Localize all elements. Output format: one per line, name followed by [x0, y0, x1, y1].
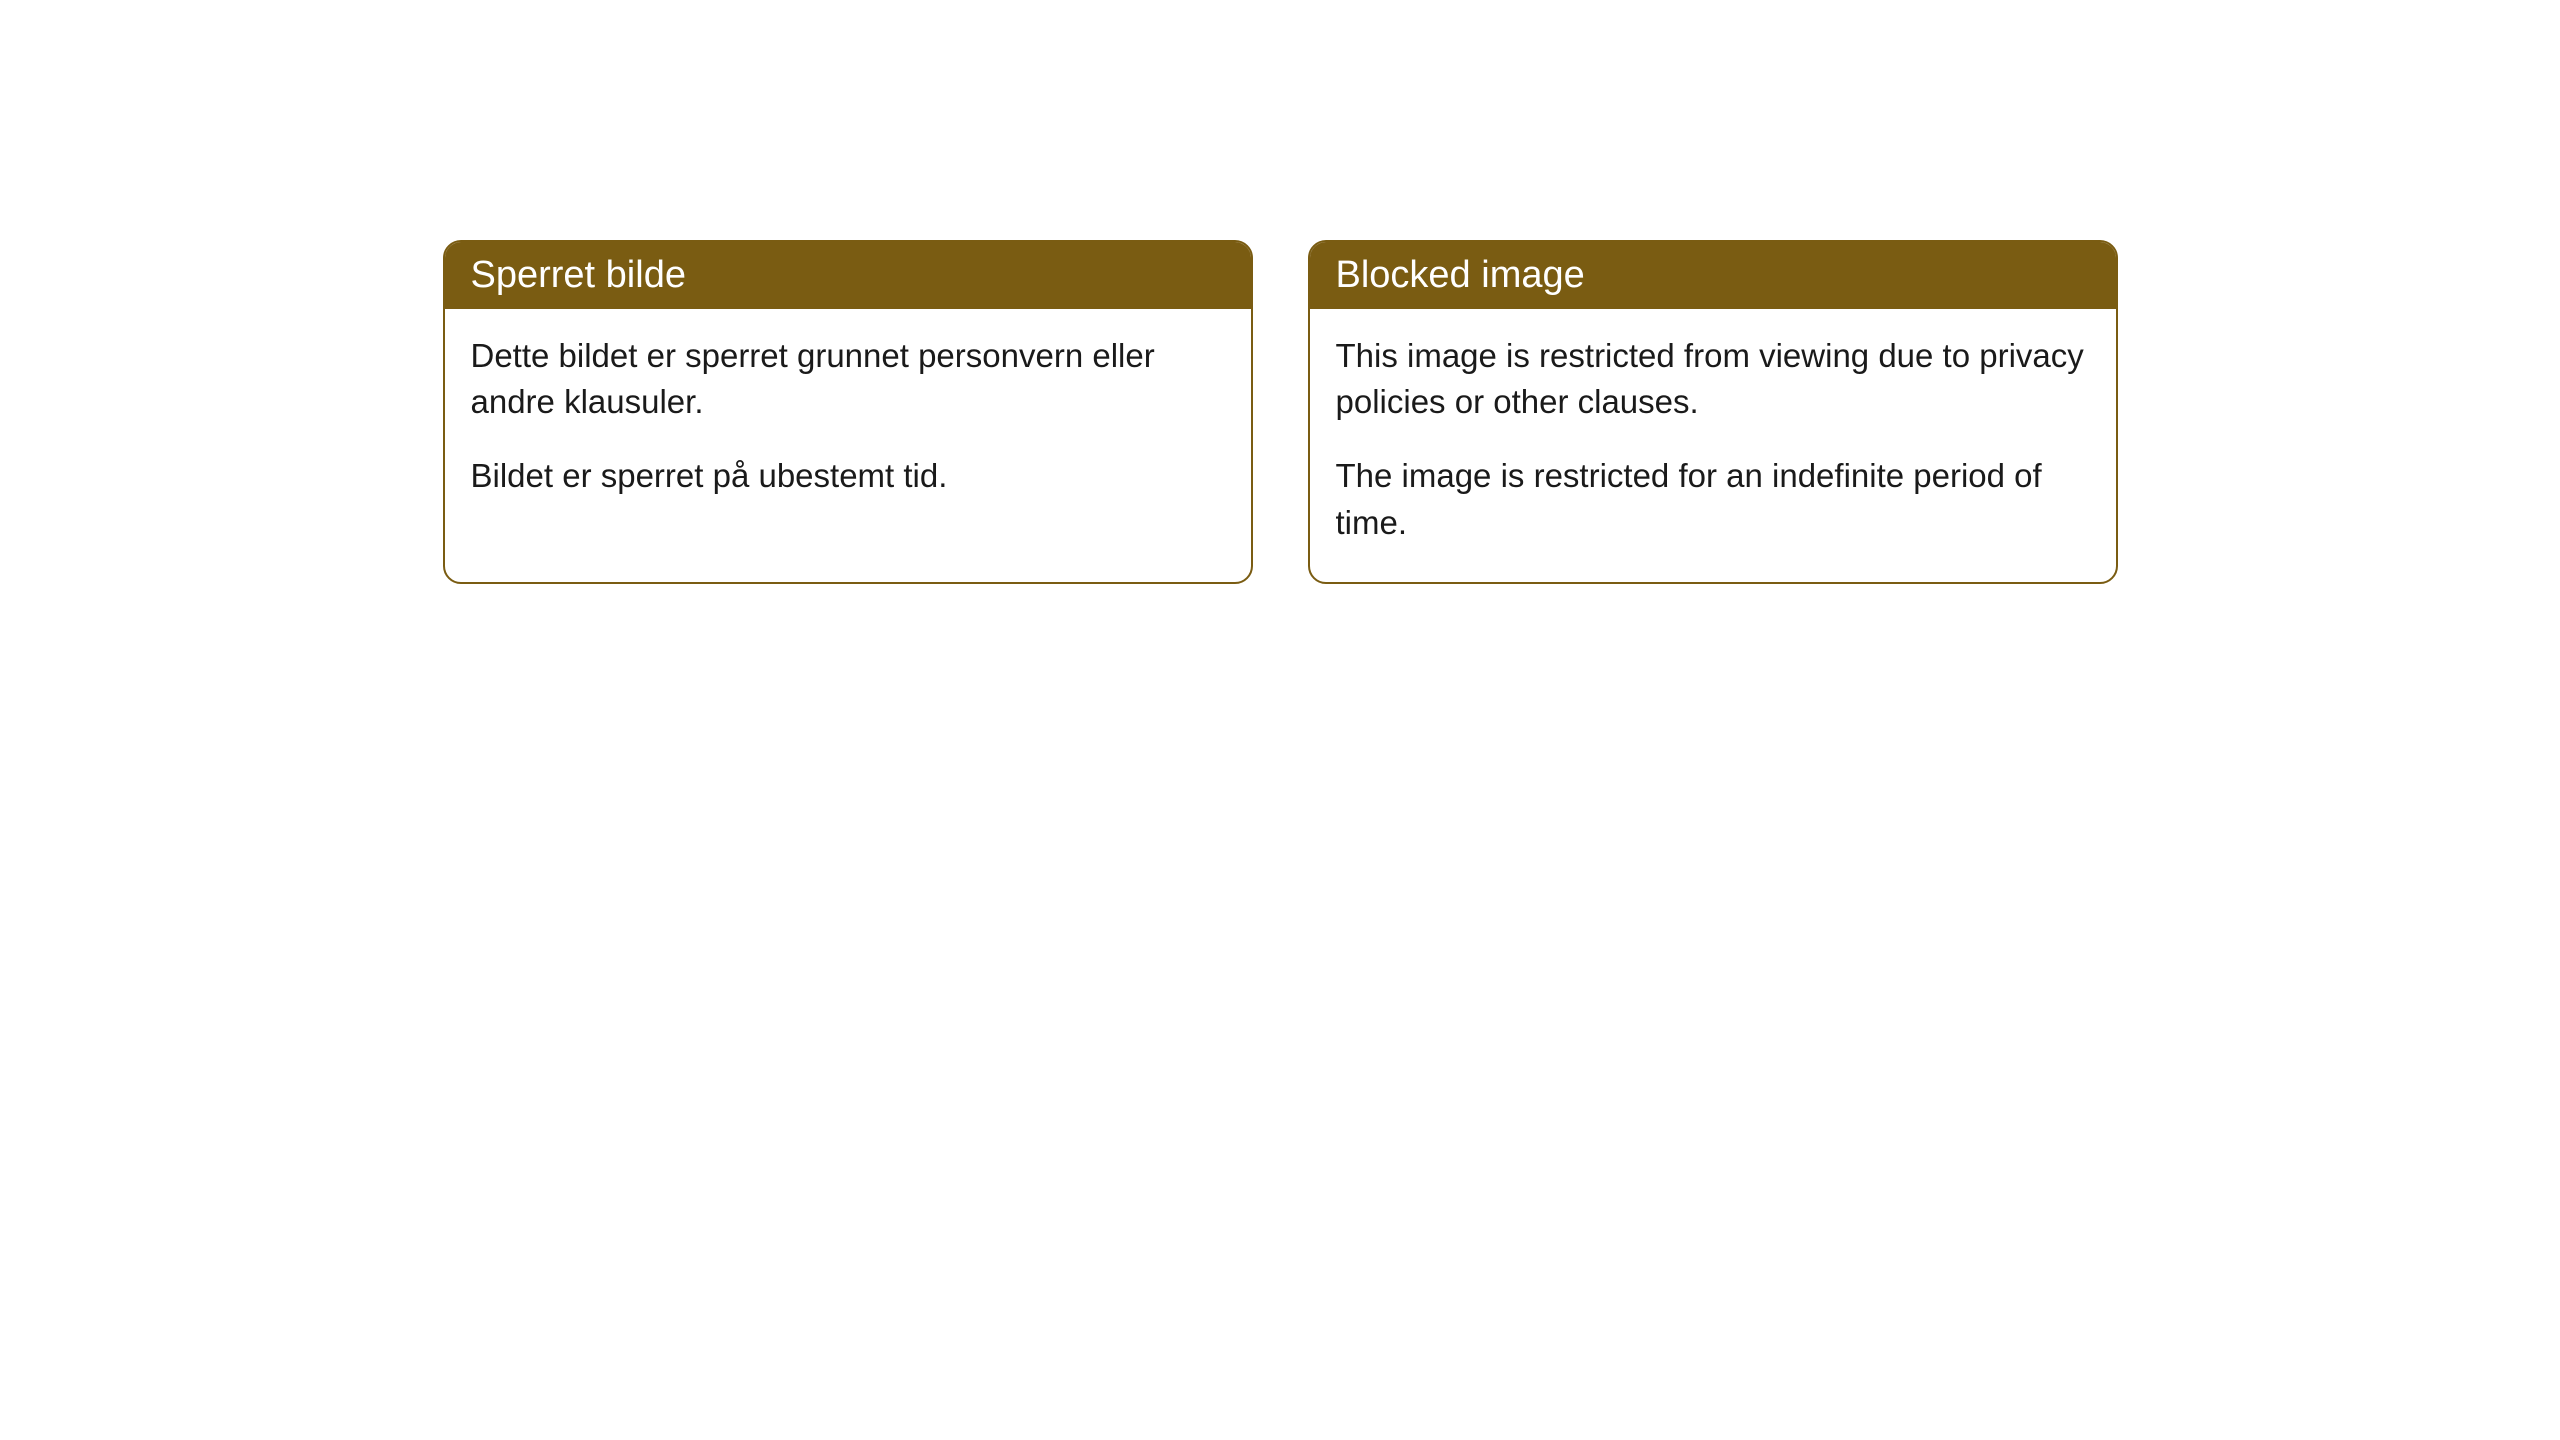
cards-container: Sperret bilde Dette bildet er sperret gr…	[0, 240, 2560, 584]
blocked-image-card-norwegian: Sperret bilde Dette bildet er sperret gr…	[443, 240, 1253, 584]
card-body-english: This image is restricted from viewing du…	[1310, 309, 2116, 582]
card-paragraph-1-english: This image is restricted from viewing du…	[1336, 333, 2090, 425]
card-paragraph-1-norwegian: Dette bildet er sperret grunnet personve…	[471, 333, 1225, 425]
card-paragraph-2-english: The image is restricted for an indefinit…	[1336, 453, 2090, 545]
card-body-norwegian: Dette bildet er sperret grunnet personve…	[445, 309, 1251, 536]
card-paragraph-2-norwegian: Bildet er sperret på ubestemt tid.	[471, 453, 1225, 499]
blocked-image-card-english: Blocked image This image is restricted f…	[1308, 240, 2118, 584]
card-header-english: Blocked image	[1310, 242, 2116, 309]
card-header-norwegian: Sperret bilde	[445, 242, 1251, 309]
